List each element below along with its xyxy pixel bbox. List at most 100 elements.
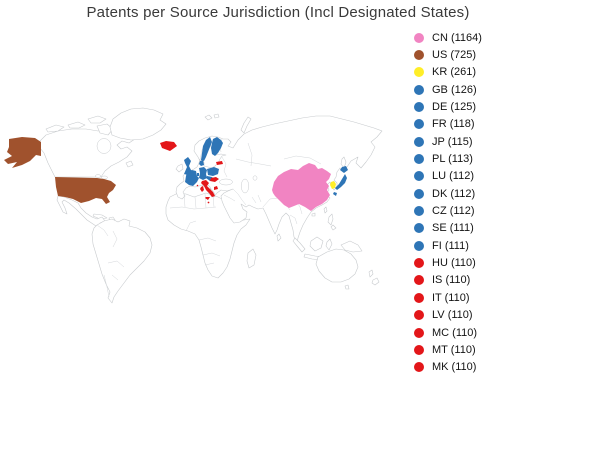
country-cn[interactable] (272, 163, 331, 211)
great-lakes-east (101, 175, 108, 180)
legend-label: JP (115) (432, 135, 473, 148)
legend-item[interactable]: MT (110) (410, 341, 482, 358)
legend-label: LV (110) (432, 309, 473, 322)
region-south-america (91, 218, 153, 304)
legend-color-dot (414, 32, 424, 43)
legend-color-dot (414, 292, 424, 303)
country-dk[interactable] (199, 160, 204, 166)
legend-color-dot (414, 206, 424, 217)
legend-label: CZ (112) (432, 205, 475, 218)
chart-title: Patents per Source Jurisdiction (Incl De… (86, 4, 470, 21)
colored-countries (4, 137, 348, 211)
country-pl[interactable] (207, 167, 219, 176)
world-map-svg (4, 107, 383, 304)
legend-color-dot (414, 84, 424, 95)
region-greenland (109, 107, 167, 141)
country-us-alaska[interactable] (4, 137, 41, 168)
new-zealand (368, 269, 380, 286)
legend-label: GB (126) (432, 83, 477, 96)
legend-item[interactable]: GB (126) (410, 81, 482, 98)
country-mc[interactable] (196, 184, 199, 187)
arctic-islands (45, 115, 114, 136)
country-is[interactable] (160, 141, 177, 151)
legend-color-dot (414, 154, 424, 165)
legend-label: US (725) (432, 49, 477, 62)
legend-item[interactable]: DK (112) (410, 185, 482, 202)
legend-color-dot (414, 310, 424, 321)
legend-color-dot (414, 344, 424, 355)
legend-color-dot (414, 171, 424, 182)
legend-label: FI (111) (432, 239, 469, 252)
sakhalin (340, 156, 347, 169)
legend-item[interactable]: PL (113) (410, 150, 482, 167)
legend-label: DK (112) (432, 187, 476, 200)
black-sea (219, 178, 233, 186)
legend-label: KR (261) (432, 66, 477, 79)
country-hu[interactable] (210, 177, 219, 182)
region-australia (315, 248, 359, 283)
legend: CN (1164) US (725) KR (261) GB (126) DE … (410, 29, 482, 376)
legend-color-dot (414, 258, 424, 269)
legend-color-dot (414, 136, 424, 147)
country-lu[interactable] (197, 173, 199, 176)
legend-color-dot (414, 67, 424, 78)
legend-label: MC (110) (432, 326, 478, 339)
legend-color-dot (414, 223, 424, 234)
legend-label: IT (110) (432, 291, 470, 304)
country-se[interactable] (201, 137, 212, 161)
legend-item[interactable]: HU (110) (410, 254, 482, 271)
legend-item[interactable]: KR (261) (410, 64, 482, 81)
legend-item[interactable]: LU (112) (410, 168, 482, 185)
legend-item[interactable]: MK (110) (410, 359, 482, 376)
country-mk[interactable] (214, 186, 218, 190)
country-us[interactable] (55, 177, 116, 204)
legend-label: HU (110) (432, 257, 476, 270)
legend-item[interactable]: LV (110) (410, 307, 482, 324)
legend-label: DE (125) (432, 101, 477, 114)
aral-sea (252, 175, 258, 181)
legend-label: PL (113) (432, 153, 473, 166)
legend-item[interactable]: FR (118) (410, 116, 482, 133)
novaya-zemlya (240, 116, 252, 134)
legend-label: FR (118) (432, 118, 475, 131)
legend-color-dot (414, 119, 424, 130)
legend-item[interactable]: JP (115) (410, 133, 482, 150)
tasmania (344, 284, 350, 290)
taiwan (323, 206, 328, 214)
legend-item[interactable]: IS (110) (410, 272, 482, 289)
legend-label: MT (110) (432, 343, 476, 356)
legend-color-dot (414, 240, 424, 251)
legend-item[interactable]: MC (110) (410, 324, 482, 341)
legend-item[interactable]: US (725) (410, 46, 482, 63)
region-madagascar (246, 248, 257, 269)
legend-item[interactable]: SE (111) (410, 220, 482, 237)
legend-item[interactable]: DE (125) (410, 98, 482, 115)
country-it[interactable] (200, 180, 215, 200)
legend-color-dot (414, 362, 424, 373)
country-de[interactable] (199, 167, 207, 180)
legend-label: CN (1164) (432, 31, 482, 44)
legend-item[interactable]: FI (111) (410, 237, 482, 254)
svalbard (204, 113, 220, 121)
philippines (327, 213, 337, 231)
country-mt[interactable] (207, 201, 210, 204)
country-fi[interactable] (211, 137, 223, 156)
sri-lanka (276, 233, 282, 242)
legend-item[interactable]: IT (110) (410, 289, 482, 306)
legend-label: SE (111) (432, 222, 474, 235)
legend-color-dot (414, 50, 424, 61)
hainan (311, 212, 316, 217)
hudson-bay (96, 138, 112, 154)
legend-item[interactable]: CN (1164) (410, 29, 482, 46)
country-fr[interactable] (185, 170, 199, 186)
country-kr[interactable] (330, 181, 336, 189)
country-lv[interactable] (216, 161, 223, 165)
legend-item[interactable]: CZ (112) (410, 202, 482, 219)
legend-color-dot (414, 275, 424, 286)
legend-color-dot (414, 102, 424, 113)
country-jp[interactable] (333, 166, 348, 196)
legend-label: LU (112) (432, 170, 474, 183)
map-area (0, 35, 412, 397)
country-gb[interactable] (184, 157, 192, 175)
